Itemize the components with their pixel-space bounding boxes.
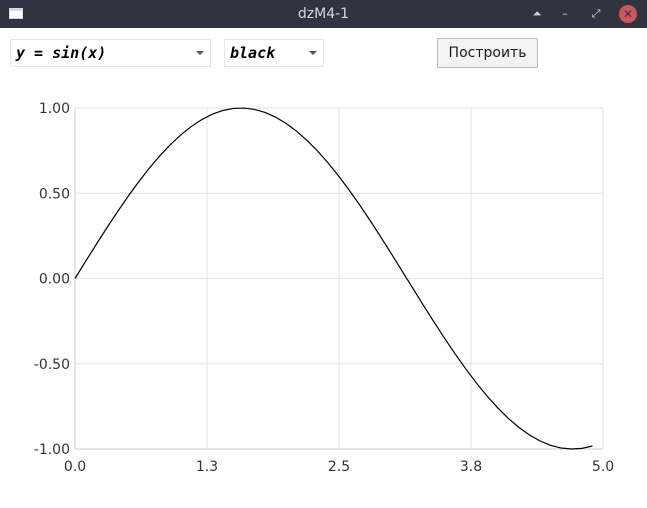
build-button[interactable]: Построить — [437, 38, 538, 68]
x-tick-label: 0.0 — [64, 459, 86, 475]
function-select[interactable]: y = sin(x) — [10, 39, 211, 67]
chart-area: 0.0 1.3 2.5 3.8 5.0 1.00 0.50 0.00 -0.50 -1.00 — [0, 78, 647, 508]
maximize-icon[interactable]: ⤢ — [591, 7, 601, 20]
x-tick-label: 5.0 — [592, 459, 614, 475]
y-tick-label: -0.50 — [34, 357, 70, 373]
x-tick-label: 3.8 — [460, 459, 482, 475]
title-bar[interactable]: dzM4-1 ⏶ – ⤢ ✕ — [0, 0, 647, 28]
y-tick-label: 0.50 — [39, 186, 70, 202]
window-icon — [9, 8, 23, 19]
chevron-down-icon — [196, 51, 204, 55]
minimize-icon[interactable]: – — [562, 7, 568, 20]
color-select-value: black — [230, 44, 276, 62]
color-select[interactable]: black — [224, 39, 324, 67]
series-line-0 — [74, 107, 593, 450]
y-tick-label: 1.00 — [39, 101, 70, 117]
window-title: dzM4-1 — [297, 6, 350, 22]
x-tick-label: 1.3 — [196, 459, 218, 475]
function-select-value: y = sin(x) — [16, 44, 107, 62]
shade-icon[interactable]: ⏶ — [532, 7, 542, 20]
close-icon[interactable]: ✕ — [619, 5, 637, 23]
toolbar: y = sin(x) black Построить — [0, 28, 647, 78]
x-tick-label: 2.5 — [328, 459, 350, 475]
chevron-down-icon — [309, 51, 317, 55]
chart: 0.0 1.3 2.5 3.8 5.0 1.00 0.50 0.00 -0.50 -1.00 — [34, 101, 614, 475]
y-tick-label: -1.00 — [34, 442, 70, 458]
y-tick-label: 0.00 — [39, 272, 70, 288]
